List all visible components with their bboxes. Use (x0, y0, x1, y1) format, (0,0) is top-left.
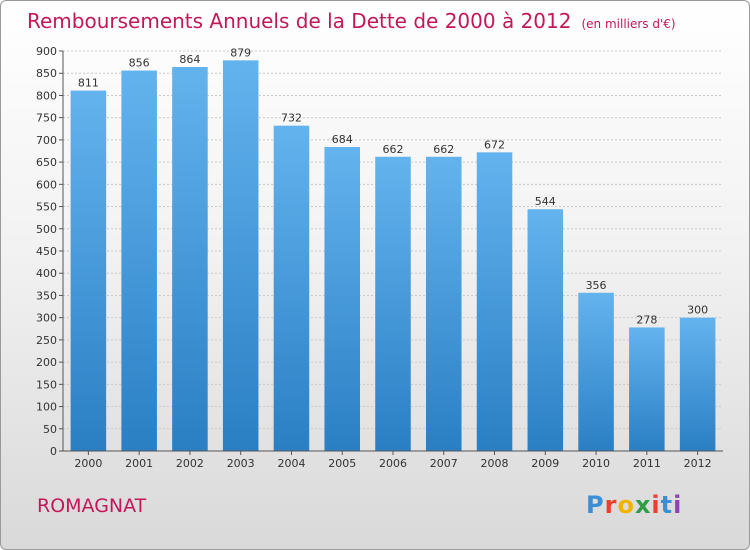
y-tick-label: 250 (36, 334, 57, 347)
x-tick-label-2011: 2011 (633, 457, 661, 470)
value-label-2011: 278 (636, 313, 657, 326)
value-label-2004: 732 (281, 112, 302, 125)
x-tick-label-2010: 2010 (582, 457, 610, 470)
y-tick-label: 900 (36, 45, 57, 58)
chart-title: Remboursements Annuels de la Dette de 20… (27, 9, 676, 33)
y-tick-label: 800 (36, 89, 57, 102)
y-tick-label: 600 (36, 178, 57, 191)
x-tick-label-2001: 2001 (125, 457, 153, 470)
y-tick-label: 650 (36, 156, 57, 169)
proxiti-logo: Proxiti (586, 491, 682, 519)
y-tick-label: 0 (50, 445, 57, 458)
bar-2006 (375, 156, 411, 451)
y-tick-label: 450 (36, 245, 57, 258)
bar-2004 (273, 125, 310, 452)
value-label-2007: 662 (433, 143, 454, 156)
logo-letter: i (673, 491, 683, 519)
x-tick-label-2000: 2000 (74, 457, 102, 470)
y-tick-label: 50 (43, 423, 57, 436)
value-label-2000: 811 (78, 77, 99, 90)
bar-2009 (527, 209, 564, 451)
value-label-2006: 662 (383, 143, 404, 156)
logo-letter: i (651, 491, 661, 519)
x-tick-label-2006: 2006 (379, 457, 407, 470)
bar-2007 (426, 156, 462, 451)
x-tick-label-2003: 2003 (227, 457, 255, 470)
x-tick-label-2008: 2008 (481, 457, 509, 470)
x-tick-label-2007: 2007 (430, 457, 458, 470)
bar-2002 (172, 67, 208, 451)
y-tick-label: 100 (36, 401, 57, 414)
y-tick-label: 700 (36, 134, 57, 147)
bar-2005 (324, 147, 360, 451)
x-tick-label-2005: 2005 (328, 457, 356, 470)
bar-2000 (70, 90, 107, 452)
value-label-2010: 356 (586, 279, 607, 292)
value-label-2008: 672 (484, 138, 505, 151)
y-tick-label: 550 (36, 201, 57, 214)
value-label-2002: 864 (179, 53, 200, 66)
y-tick-label: 500 (36, 223, 57, 236)
y-tick-label: 850 (36, 67, 57, 80)
y-tick-label: 200 (36, 356, 57, 369)
y-tick-label: 750 (36, 112, 57, 125)
x-tick-label-2012: 2012 (684, 457, 712, 470)
commune-name: ROMAGNAT (37, 495, 147, 517)
logo-letter: r (604, 491, 618, 519)
y-tick-label: 350 (36, 289, 57, 302)
y-tick-label: 150 (36, 378, 57, 391)
x-tick-label-2002: 2002 (176, 457, 204, 470)
value-label-2012: 300 (687, 304, 708, 317)
y-tick-label: 300 (36, 312, 57, 325)
logo-letter: P (586, 491, 605, 519)
bar-2008 (476, 152, 513, 452)
value-label-2005: 684 (332, 133, 353, 146)
y-tick-label: 400 (36, 267, 57, 280)
value-label-2003: 879 (230, 46, 251, 59)
logo-letter: o (617, 491, 635, 519)
bar-2010 (578, 292, 614, 451)
bar-2011 (629, 327, 665, 451)
x-tick-label-2004: 2004 (277, 457, 305, 470)
chart-unit: (en milliers d'€) (581, 17, 676, 31)
value-label-2001: 856 (129, 57, 150, 70)
bar-2003 (222, 60, 259, 451)
bar-2012 (679, 317, 716, 451)
chart-title-text: Remboursements Annuels de la Dette de 20… (27, 9, 572, 33)
value-label-2009: 544 (535, 195, 556, 208)
x-tick-label-2009: 2009 (531, 457, 559, 470)
logo-letter: x (634, 491, 652, 519)
bar-2001 (121, 70, 157, 452)
logo-letter: t (660, 491, 674, 519)
